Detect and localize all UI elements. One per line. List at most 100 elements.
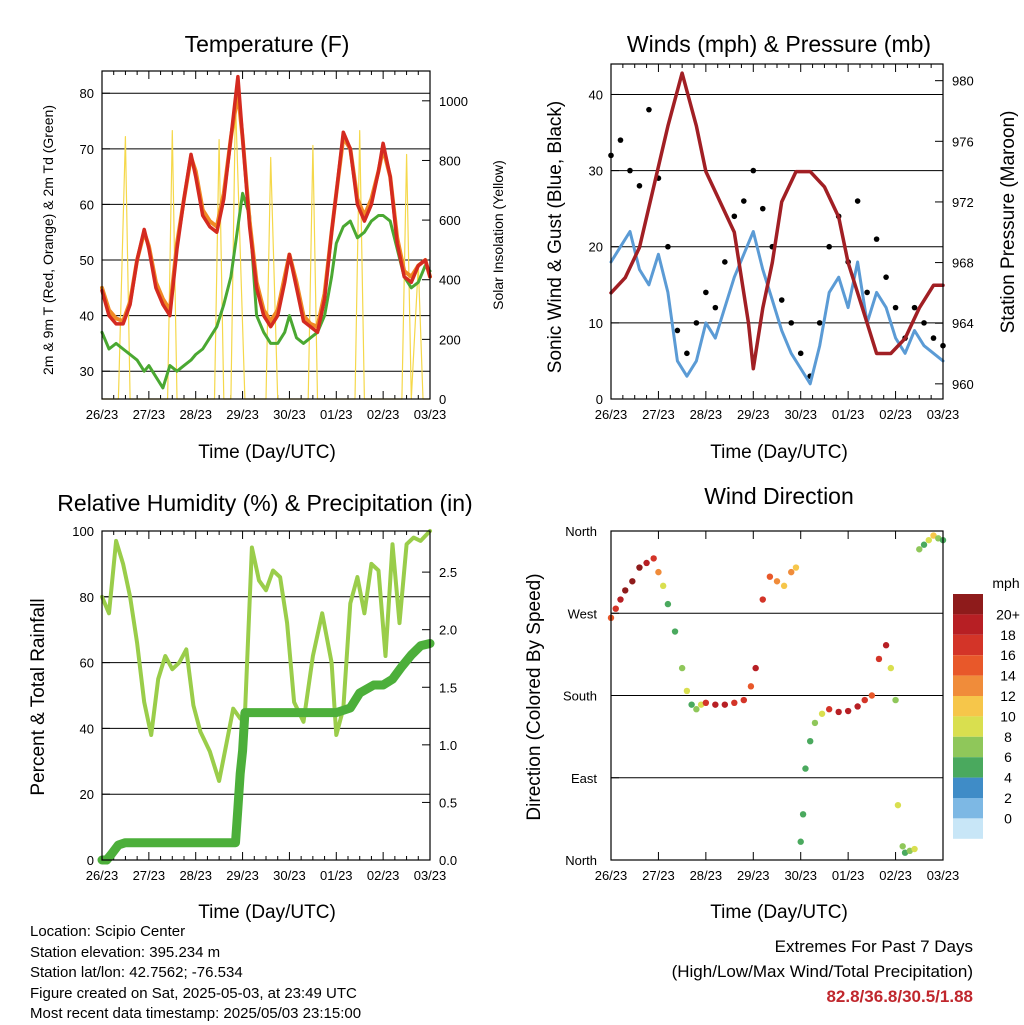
gust-point: [911, 304, 918, 311]
created-text: Figure created on Sat, 2025-05-03, at 23…: [30, 984, 357, 1002]
gust-point: [921, 320, 927, 326]
direction-point: [752, 664, 759, 672]
direction-point: [659, 582, 667, 590]
y-right-tick-label: 960: [952, 377, 974, 392]
direction-panel: Wind Direction NorthEastSouthWestNorth26…: [524, 483, 1020, 923]
y-right-tick-label: 980: [952, 74, 974, 89]
x-tick-label: 01/23: [320, 868, 353, 883]
direction-point: [747, 683, 755, 690]
y-right-tick-label: 976: [952, 134, 974, 149]
direction-point: [844, 707, 852, 715]
direction-point: [643, 559, 650, 567]
direction-point: [766, 573, 774, 580]
direction-point: [731, 699, 738, 707]
x-tick-label: 28/23: [179, 407, 212, 422]
y-tick-label: 80: [80, 86, 94, 101]
y-tick-label: 20: [80, 787, 94, 802]
y-tick-label: 70: [80, 142, 94, 157]
colorbar-label: 0: [1004, 810, 1012, 826]
y-right-tick-label: 2.0: [439, 623, 457, 638]
y-right-tick-label: 1.0: [439, 738, 457, 753]
colorbar-label: 4: [1004, 770, 1012, 786]
gust-point: [703, 289, 709, 296]
direction-point: [861, 696, 868, 704]
series-sonic-wind: [609, 230, 945, 386]
y-right-tick-label: 1.5: [439, 680, 457, 695]
direction-point: [911, 845, 918, 853]
x-tick-label: 28/23: [690, 407, 723, 422]
gust-point: [731, 213, 738, 220]
y-tick-label: 60: [80, 197, 94, 212]
x-tick-label: 02/23: [879, 868, 912, 883]
gust-point: [883, 274, 889, 280]
gust-point: [892, 304, 899, 311]
direction-point: [835, 708, 842, 716]
x-tick-label: 03/23: [927, 868, 960, 883]
colorbar-label: 18: [1000, 627, 1016, 643]
colorbar-label: 2: [1004, 790, 1012, 806]
x-tick-label: 26/23: [595, 407, 628, 422]
direction-point: [612, 605, 619, 612]
temperature-x-axis-label: Time (Day/UTC): [198, 442, 336, 463]
series-2m-t: [100, 74, 432, 335]
direction-point: [811, 719, 819, 727]
series-2m-td: [100, 191, 432, 390]
direction-point: [916, 546, 923, 553]
gust-point: [873, 236, 880, 242]
gust-point: [674, 327, 681, 334]
gust-point: [722, 259, 728, 265]
direction-point: [802, 765, 809, 772]
direction-point: [740, 696, 747, 704]
speed-colorbar: mph 20+ 18 16 14 12 10 8 6 4 2 0: [953, 575, 1020, 839]
gust-point: [864, 289, 870, 296]
gust-point: [750, 167, 757, 174]
gust-point: [684, 350, 690, 357]
x-tick-label: 26/23: [595, 868, 628, 883]
colorbar-label: 10: [1000, 708, 1016, 724]
x-tick-label: 30/23: [273, 407, 306, 422]
colorbar-swatch: [953, 716, 983, 737]
y-tick-label: 0: [87, 853, 94, 868]
gust-point: [665, 243, 671, 250]
direction-point: [622, 587, 629, 594]
x-tick-label: 27/23: [133, 868, 166, 883]
colorbar-swatch: [953, 675, 983, 696]
direction-point: [759, 596, 766, 603]
x-tick-label: 29/23: [737, 868, 770, 883]
direction-point: [854, 703, 861, 710]
y-tick-label: 30: [80, 364, 94, 379]
y-right-tick-label: 200: [439, 332, 461, 347]
x-tick-label: 28/23: [690, 868, 723, 883]
direction-point: [868, 692, 876, 699]
colorbar-swatch: [953, 757, 983, 778]
y-tick-label: South: [563, 689, 597, 704]
colorbar-swatch: [953, 614, 983, 635]
plot-border: [101, 530, 431, 861]
y-right-tick-label: 972: [952, 195, 974, 210]
gust-point: [636, 183, 643, 189]
direction-point: [678, 664, 686, 672]
direction-point: [799, 811, 807, 818]
direction-point: [930, 532, 937, 539]
gust-point: [778, 297, 785, 303]
x-tick-label: 02/23: [879, 407, 912, 422]
winds-right-axis-label: Station Pressure (Maroon): [998, 111, 1019, 334]
series-relative-humidity: [100, 529, 432, 783]
colorbar-label: 14: [1000, 668, 1016, 684]
y-right-tick-label: 0.0: [439, 853, 457, 868]
humidity-x-axis-label: Time (Day/UTC): [198, 902, 336, 923]
y-right-tick-label: 800: [439, 153, 461, 168]
direction-point: [683, 687, 691, 695]
y-right-tick-label: 1000: [439, 94, 468, 109]
extremes-title: Extremes For Past 7 Days: [774, 937, 973, 956]
humidity-plot-area: 0 20 40 60 80 100 26/23 27/23 28/23 29/23 30/23 01/…: [72, 524, 457, 883]
colorbar-label: 12: [1000, 688, 1016, 704]
gust-point: [693, 320, 700, 326]
direction-point: [702, 699, 710, 707]
x-tick-label: 03/23: [414, 868, 447, 883]
y-tick-label: 50: [80, 253, 94, 268]
direction-point: [892, 696, 899, 704]
y-tick-label: 20: [589, 240, 603, 255]
